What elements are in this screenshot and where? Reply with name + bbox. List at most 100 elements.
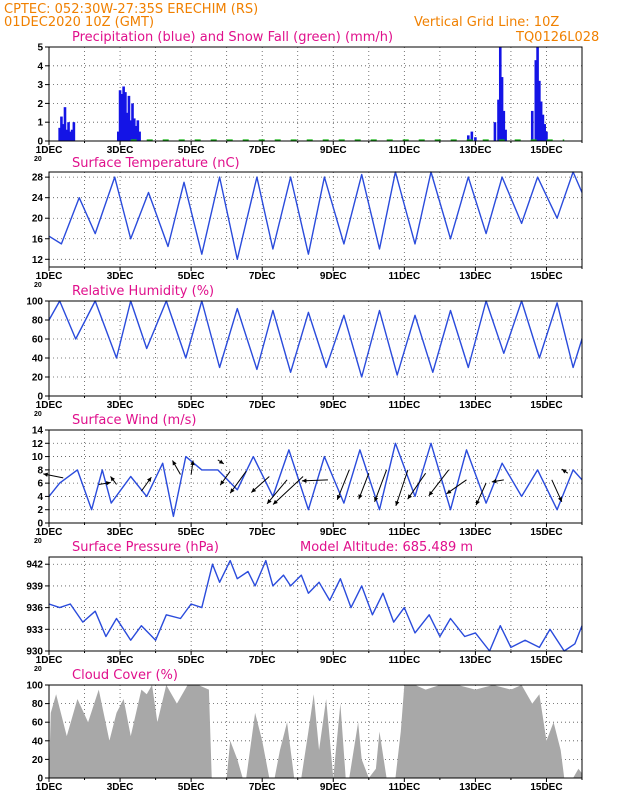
x-tick-label: 13DEC [459, 655, 491, 666]
y-tick-label: 8 [37, 465, 43, 476]
precip-bar [543, 124, 546, 141]
precip-bar [118, 90, 122, 141]
x-tick-label: 1DEC [36, 145, 63, 156]
x-tick-label: 11DEC [388, 400, 420, 411]
run-date: 01DEC2020 10Z (GMT) [4, 15, 154, 30]
x-tick-label: 3DEC [107, 271, 134, 282]
y-tick-label: 6 [37, 479, 43, 490]
precip-bar [536, 47, 539, 141]
precip-bar [466, 135, 470, 141]
precip-bar [134, 125, 138, 141]
y-tick-label: 40 [32, 736, 44, 747]
wind-arrowhead [358, 494, 363, 500]
wind-arrowhead [557, 496, 562, 502]
wind-arrowhead [172, 460, 177, 466]
y-tick-label: 3 [37, 80, 43, 91]
x-tick-label: 11DEC [388, 145, 420, 156]
y-tick-label: 0 [37, 392, 43, 403]
y-tick-label: 10 [32, 452, 44, 463]
precip-bar [474, 137, 477, 141]
series-line [48, 559, 583, 652]
x-tick-label: 5DEC [178, 400, 205, 411]
wind-arrow [229, 470, 247, 494]
y-tick-label: 939 [26, 581, 43, 592]
precip-bar [541, 114, 545, 141]
precip-bar [127, 95, 131, 141]
panel-2: Surface Temperature (nC) 12 16 20 24 28 1DEC 3D… [32, 156, 583, 289]
y-tick-label: 24 [32, 193, 44, 204]
x-tick-label: 13DEC [459, 527, 491, 538]
x-tick-label: 1DEC [36, 527, 63, 538]
precip-bar [504, 129, 507, 141]
y-tick-label: 80 [32, 699, 44, 710]
wind-arrowhead [110, 476, 115, 482]
panel-3: Relative Humidity (%) 0 20 40 60 80 100 1DEC 3DE… [26, 284, 583, 418]
y-tick-label: 0 [37, 774, 43, 785]
x-tick-label: 11DEC [388, 271, 420, 282]
x-tick-label: 3DEC [107, 400, 134, 411]
wind-arrowhead [428, 490, 434, 496]
precip-bar [498, 47, 502, 141]
panel-title: Precipitation (blue) and Snow Fall (gree… [72, 30, 393, 45]
wind-arrowhead [446, 489, 452, 494]
y-tick-label: 2 [37, 505, 43, 516]
run-code: TQ0126L028 [515, 30, 599, 45]
precip-bar [65, 129, 69, 141]
wind-arrow [407, 472, 427, 500]
x-tick-label: 13DEC [459, 400, 491, 411]
precip-bar [129, 120, 133, 141]
x-tick-label: 3DEC [107, 145, 134, 156]
y-tick-label: 40 [32, 354, 44, 365]
panel-frame [48, 556, 583, 652]
year-fragment: 20 [34, 666, 42, 673]
x-tick-label: 5DEC [178, 527, 205, 538]
wind-arrow [272, 476, 304, 505]
precip-bar [502, 110, 506, 141]
precip-bar [61, 124, 65, 141]
wind-arrow [358, 472, 370, 500]
year-fragment: 20 [34, 538, 42, 545]
precip-bar [63, 107, 67, 141]
y-tick-label: 933 [26, 625, 43, 636]
panel-title: Surface Pressure (hPa) [72, 540, 219, 555]
y-tick-label: 20 [32, 214, 44, 225]
precip-bar [67, 122, 70, 141]
x-tick-label: 15DEC [530, 145, 562, 156]
precip-bar [124, 92, 127, 141]
panel-frame [48, 300, 583, 397]
x-tick-label: 5DEC [178, 782, 205, 793]
year-fragment: 20 [34, 156, 42, 163]
precip-bar [545, 131, 548, 141]
wind-arrowhead [273, 499, 278, 505]
y-tick-label: 80 [32, 316, 44, 327]
x-tick-label: 9DEC [320, 527, 347, 538]
series-line [48, 300, 583, 378]
x-tick-label: 9DEC [320, 782, 347, 793]
wind-arrowhead [105, 481, 111, 486]
y-tick-label: 936 [26, 603, 43, 614]
precip-bar [132, 118, 136, 141]
panel-4: Surface Wind (m/s) 0 2 4 6 8 10 12 14 1DEC 3DEC 5DE… [32, 413, 583, 545]
x-tick-label: 11DEC [388, 782, 420, 793]
wind-arrowhead [218, 459, 224, 464]
panel-6: Cloud Cover (%) 0 20 40 60 80 100 1DEC 3DEC 5DEC 7… [26, 668, 583, 793]
panels: Precipitation (blue) and Snow Fall (gree… [26, 30, 583, 793]
x-tick-label: 15DEC [530, 527, 562, 538]
x-tick-label: 15DEC [530, 655, 562, 666]
wind-arrowhead [407, 494, 413, 500]
y-tick-label: 100 [26, 681, 43, 692]
precip-bar [72, 122, 76, 141]
x-tick-label: 11DEC [388, 655, 420, 666]
precip-bar [493, 122, 497, 141]
y-tick-label: 4 [37, 61, 43, 72]
panel-frame [48, 684, 583, 779]
wind-arrowhead [475, 500, 480, 506]
y-tick-label: 0 [37, 137, 43, 148]
precip-bar [470, 131, 474, 141]
panel-1: Precipitation (blue) and Snow Fall (gree… [34, 30, 583, 163]
x-tick-label: 15DEC [530, 400, 562, 411]
x-tick-label: 5DEC [178, 145, 205, 156]
panel-annotation: Model Altitude: 685.489 m [300, 540, 473, 555]
y-tick-label: 12 [32, 255, 44, 266]
